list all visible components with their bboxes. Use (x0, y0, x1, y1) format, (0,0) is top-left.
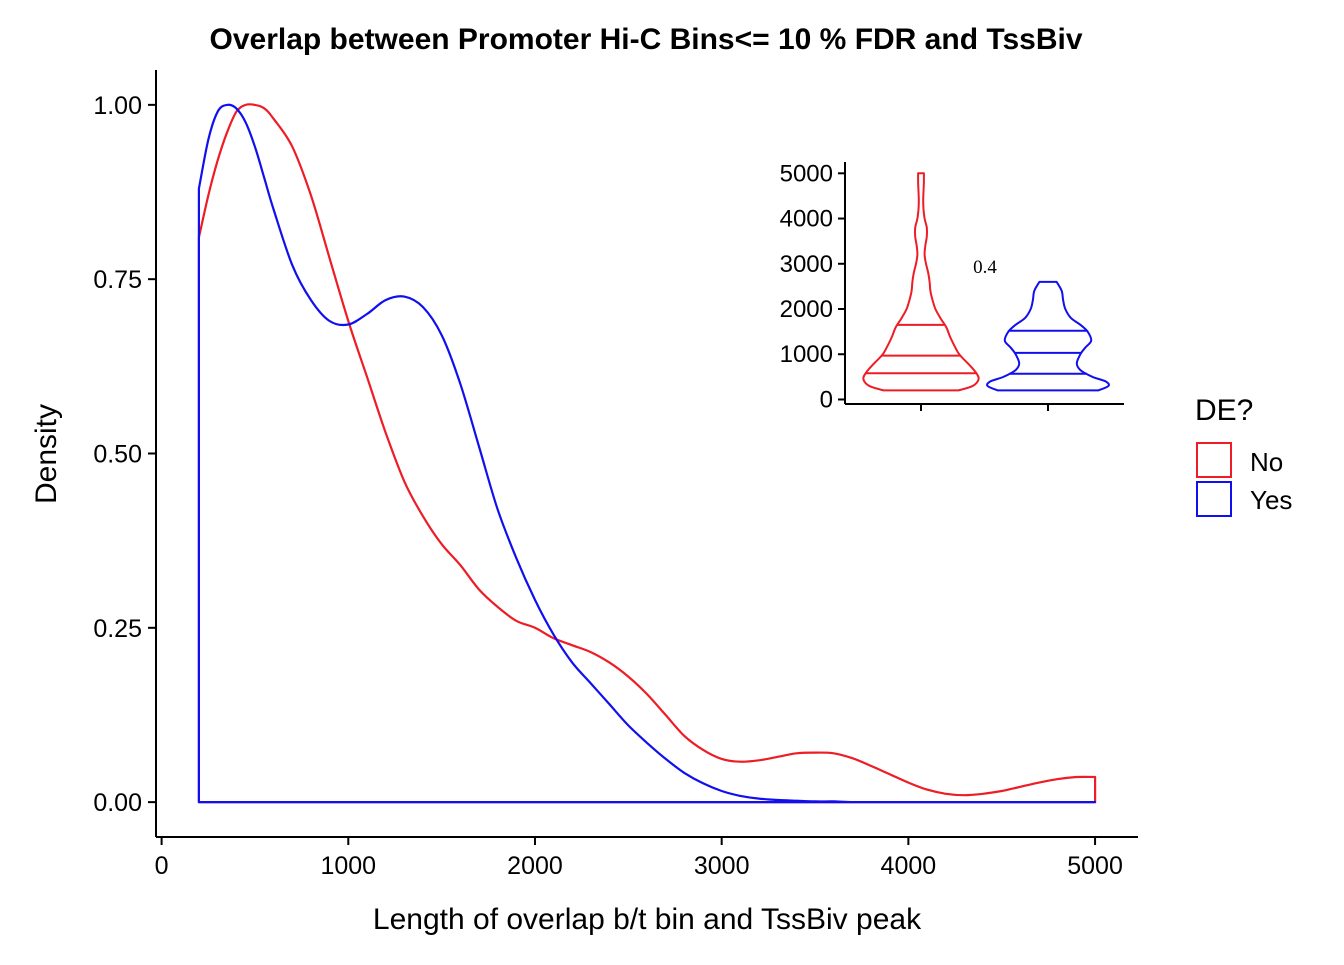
legend-item-yes: Yes (1196, 481, 1292, 517)
inset-y-tick-label: 5000 (780, 160, 833, 187)
inset-y-tick-label: 0 (820, 386, 833, 413)
inset-violin-plot: 0 1000 2000 3000 4000 5000 0.4 (780, 160, 1124, 413)
inset-violins (862, 172, 1110, 392)
y-tick-label: 0.00 (93, 789, 142, 817)
x-tick-label: 2000 (507, 852, 563, 880)
y-tick-label: 1.00 (93, 92, 142, 120)
x-tick-label: 1000 (320, 852, 376, 880)
legend-item-no: No (1196, 442, 1283, 478)
legend: DE? No Yes (1195, 394, 1292, 517)
main-plot: 0 1000 2000 3000 4000 5000 0.00 0.25 0.50 0.75 1.0… (30, 70, 1138, 936)
x-tick-label: 3000 (694, 852, 750, 880)
y-tick-label: 0.50 (93, 441, 142, 469)
inset-ticks: 0 1000 2000 3000 4000 5000 (780, 160, 1049, 413)
inset-annotation: 0.4 (973, 257, 997, 278)
chart-title: Overlap between Promoter Hi-C Bins<= 10 … (209, 23, 1082, 56)
inset-y-tick-label: 4000 (780, 206, 833, 233)
main-series (197, 103, 1097, 804)
violin-yes (986, 280, 1110, 392)
legend-key-yes (1196, 481, 1232, 517)
x-axis-label: Length of overlap b/t bin and TssBiv pea… (373, 903, 922, 936)
y-axis-label: Density (30, 404, 63, 504)
main-ticks: 0 1000 2000 3000 4000 5000 0.00 0.25 0.50 0.75 1.0… (93, 92, 1123, 880)
inset-y-tick-label: 1000 (780, 341, 833, 368)
x-tick-label: 0 (155, 852, 169, 880)
y-tick-label: 0.25 (93, 615, 142, 643)
legend-label-yes: Yes (1250, 485, 1292, 515)
density-series-yes (197, 103, 1097, 804)
inset-y-tick-label: 2000 (780, 296, 833, 323)
x-tick-label: 4000 (881, 852, 937, 880)
inset-y-tick-label: 3000 (780, 251, 833, 278)
density-series-no (197, 103, 1097, 804)
x-tick-label: 5000 (1067, 852, 1123, 880)
y-tick-label: 0.75 (93, 266, 142, 294)
violin-no (862, 172, 980, 392)
legend-label-no: No (1250, 447, 1283, 477)
legend-title: DE? (1195, 394, 1253, 427)
legend-key-no (1196, 442, 1232, 478)
